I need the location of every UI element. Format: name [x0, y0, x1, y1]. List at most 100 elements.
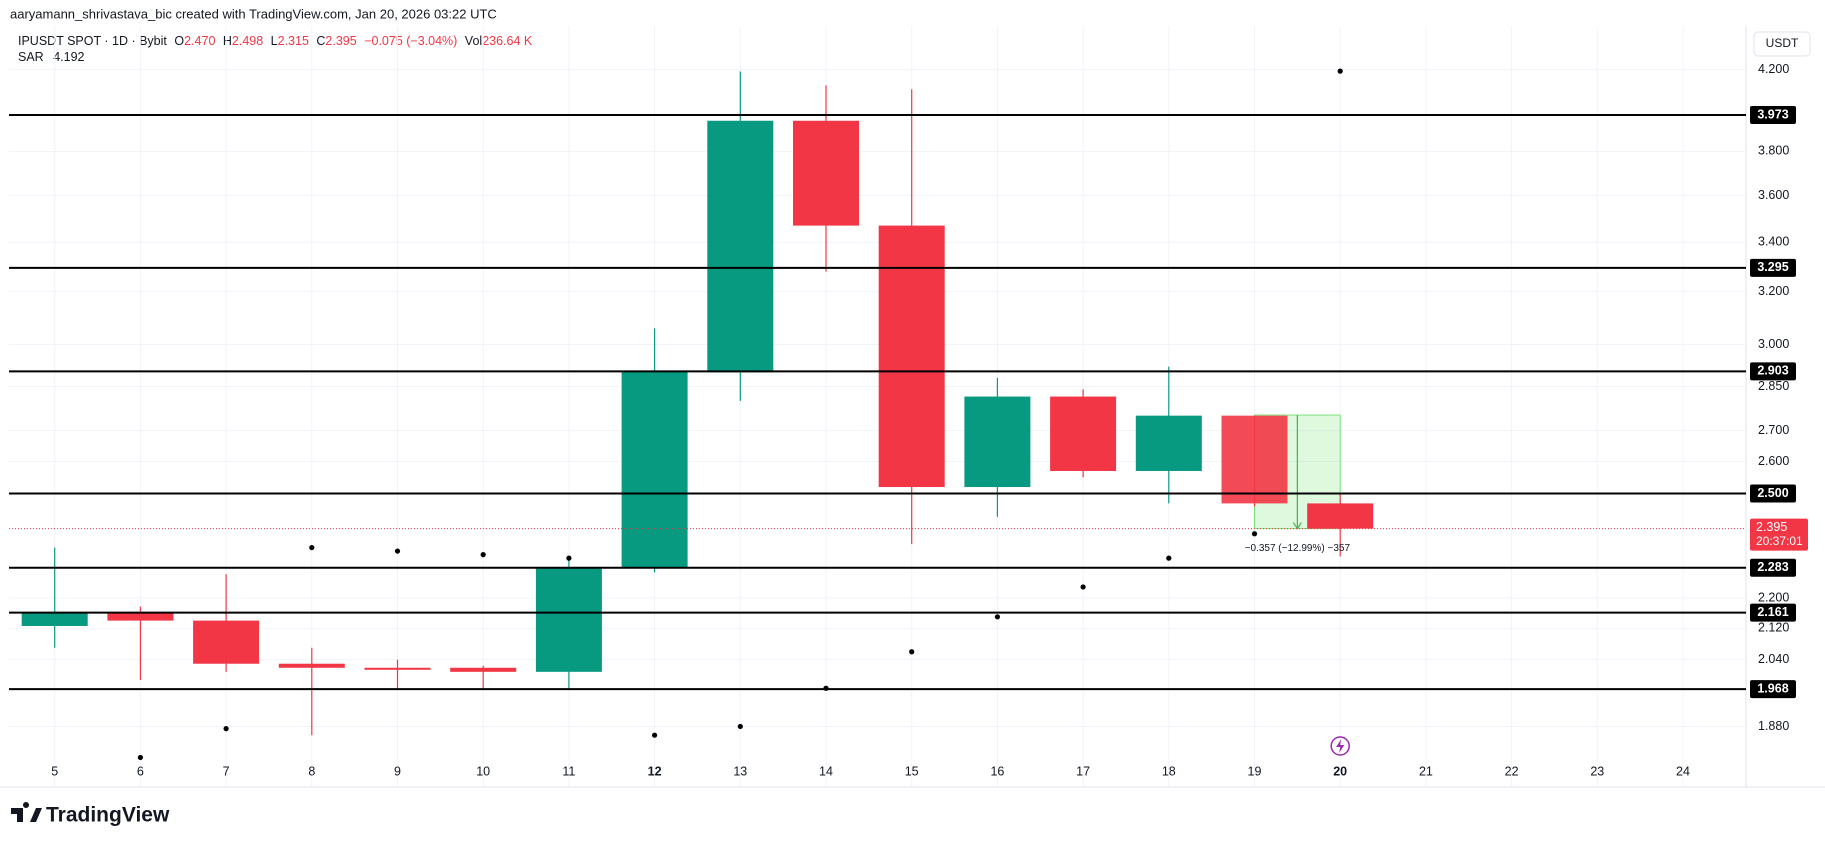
sar-dot	[1251, 531, 1258, 537]
level-label-box	[1750, 484, 1796, 503]
candle-body	[964, 396, 1031, 488]
y-tick-label: 2.600	[1758, 454, 1789, 468]
y-tick-label: 1.880	[1758, 719, 1789, 733]
vol-key: Vol	[465, 34, 482, 48]
x-tick-label: 24	[1676, 764, 1690, 778]
candle-body	[1307, 503, 1374, 529]
sar-dot	[309, 544, 315, 551]
measure-label: −0.357 (−12.99%) −357	[1245, 543, 1351, 554]
logo-icon	[11, 802, 42, 822]
x-tick-label: 22	[1505, 764, 1519, 778]
high-value: 2.498	[232, 34, 263, 48]
y-tick-label: 3.200	[1758, 284, 1789, 298]
level-label: 2.903	[1757, 364, 1788, 378]
brand-logo: TradingView	[11, 802, 170, 827]
candle-body	[878, 225, 945, 488]
symbol: IPUSDT SPOT · 1D · Bybit	[18, 34, 167, 48]
y-tick-label: 3.400	[1758, 235, 1789, 249]
candle-body	[107, 613, 174, 621]
sar-dot	[394, 548, 401, 554]
candle-body	[793, 120, 859, 226]
header: IPUSDT SPOT · 1D · Bybit O2.470 H2.498 L…	[18, 34, 533, 48]
level-label: 2.500	[1757, 486, 1788, 500]
y-tick-label: 3.000	[1758, 337, 1789, 351]
candle-body	[1221, 415, 1288, 504]
sar-legend: SAR 4.192	[18, 50, 85, 64]
candle-body	[21, 612, 88, 626]
sar-dot	[137, 754, 143, 761]
sar-dot	[994, 614, 1001, 620]
y-tick-label: 3.800	[1758, 144, 1789, 158]
x-tick-label: 11	[562, 764, 575, 778]
low-key: L	[271, 34, 278, 48]
x-tick-label: 15	[905, 764, 919, 778]
x-tick-label: 16	[990, 764, 1004, 778]
last-price-label: 2.395	[1756, 520, 1787, 534]
candle-body	[278, 663, 345, 668]
level-label-box	[1750, 603, 1796, 622]
open-value: 2.470	[184, 34, 215, 48]
currency-button[interactable]: USDT	[1753, 31, 1811, 57]
x-tick-label: 23	[1590, 764, 1604, 778]
sar-dot	[909, 649, 915, 655]
y-tick-label: 4.200	[1758, 62, 1789, 76]
candle-body	[1050, 396, 1117, 471]
measure-arrow	[1292, 415, 1302, 530]
y-tick-label: 3.600	[1758, 188, 1789, 202]
countdown: 20:37:01	[1756, 534, 1803, 548]
level-label: 1.968	[1757, 681, 1788, 695]
open-key: O	[174, 34, 184, 48]
y-tick-label: 2.700	[1758, 423, 1789, 437]
x-tick-label: 19	[1248, 764, 1262, 778]
sar-dot	[1166, 555, 1172, 561]
level-label: 2.283	[1757, 560, 1788, 574]
level-label-box	[1750, 362, 1796, 381]
currency[interactable]: USDT	[1766, 36, 1799, 50]
candle-body	[193, 620, 260, 664]
change: −0.075 (−3.04%)	[364, 34, 457, 48]
x-tick-label: 8	[308, 764, 315, 778]
sar-name: SAR	[18, 50, 44, 64]
candle-body	[1135, 415, 1202, 471]
last-price-box	[1750, 518, 1808, 551]
sar-dot	[652, 732, 658, 738]
x-tick-label: 14	[819, 764, 833, 778]
x-tick-label: 18	[1162, 764, 1176, 778]
high-key: H	[223, 34, 232, 48]
y-tick-label: 2.120	[1758, 621, 1789, 635]
candle-body	[535, 567, 602, 672]
y-tick-label: 2.200	[1758, 590, 1789, 604]
level-label: 3.973	[1757, 107, 1788, 121]
level-label: 2.161	[1757, 605, 1788, 619]
sar-dot	[223, 726, 229, 732]
currency-box[interactable]	[1753, 31, 1811, 57]
brand: TradingView	[46, 804, 170, 827]
x-tick-label: 20	[1333, 764, 1347, 778]
low-value: 2.315	[278, 34, 309, 48]
sar-dot	[1080, 584, 1086, 590]
x-tick-label: 9	[394, 764, 401, 778]
x-tick-label: 13	[733, 764, 747, 778]
x-tick-label: 5	[51, 764, 58, 778]
y-tick-label: 2.850	[1758, 379, 1789, 393]
sar-dot	[737, 723, 743, 730]
x-tick-label: 12	[648, 764, 662, 778]
level-label-box	[1750, 680, 1796, 699]
sar-value: 4.192	[53, 50, 84, 64]
x-tick-label: 17	[1076, 764, 1090, 778]
candle-body	[364, 667, 431, 670]
sar-dot	[480, 552, 486, 558]
x-tick-label: 21	[1419, 764, 1433, 778]
watermark: aaryamann_shrivastava_bic created with T…	[10, 6, 497, 21]
close-value: 2.395	[325, 34, 356, 48]
candle-body	[621, 371, 688, 568]
x-tick-label: 10	[476, 764, 490, 778]
candle-body	[450, 667, 517, 672]
close-key: C	[316, 34, 325, 48]
event-icon-bolt	[1336, 739, 1345, 753]
x-tick-label: 7	[223, 764, 230, 778]
level-label-box	[1750, 558, 1796, 577]
x-tick-label: 6	[137, 764, 144, 778]
y-tick-label: 2.040	[1758, 652, 1789, 666]
